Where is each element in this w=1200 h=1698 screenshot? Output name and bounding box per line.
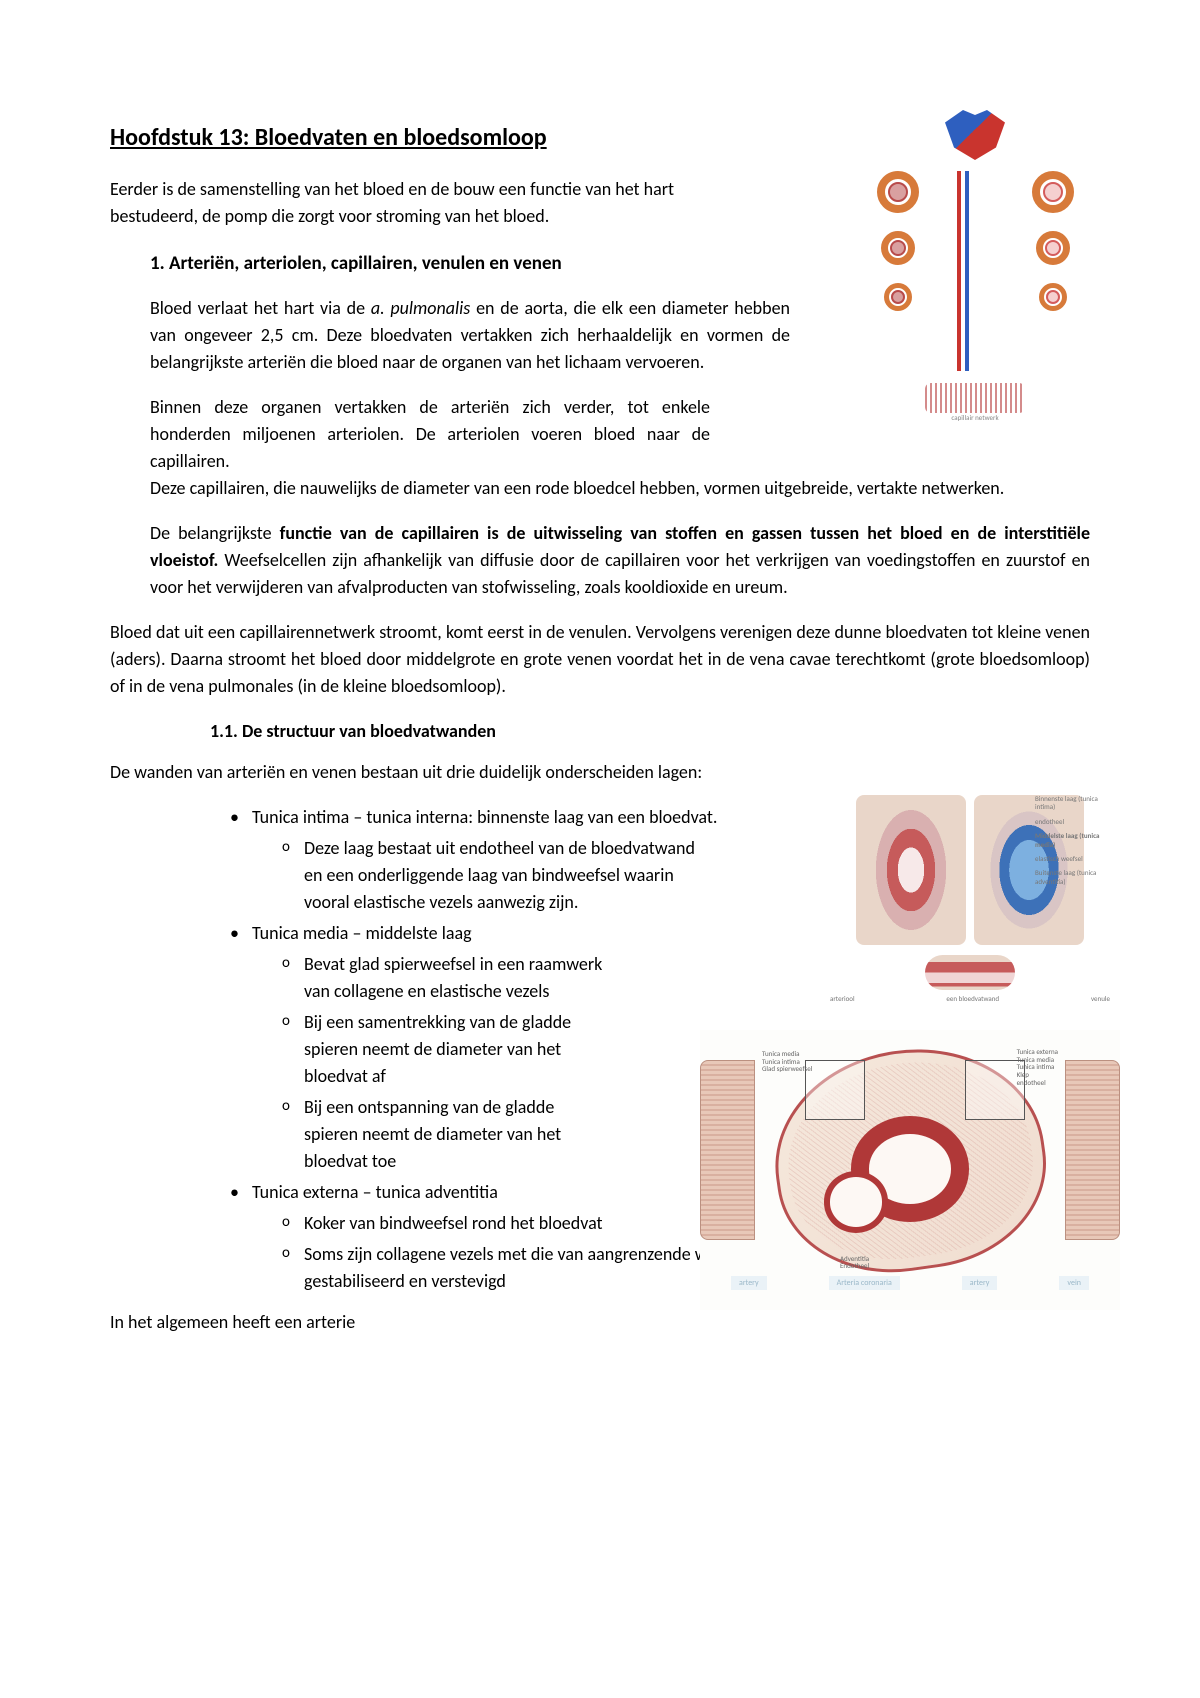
label: Tunica media Tunica intima Glad spierwee… xyxy=(762,1050,812,1073)
section11-intro: De wanden van arteriën en venen bestaan … xyxy=(110,759,750,786)
caption: Arteria coronaria xyxy=(829,1276,900,1290)
sub-list: Deze laag bestaat uit endotheel van de b… xyxy=(282,835,702,916)
text: De belangrijkste xyxy=(150,522,280,544)
label: Binnenste laag (tunica intima) xyxy=(1035,795,1115,812)
section-11-heading: 1.1. De structuur van bloedvatwanden xyxy=(210,718,1090,745)
arteriole-icon xyxy=(884,283,912,311)
medium-vein-icon xyxy=(1036,231,1070,265)
capillary-bed-icon xyxy=(925,383,1025,413)
text: Weefselcellen zijn afhankelijk van diffu… xyxy=(150,549,1090,598)
circulation-diagram: capillair netwerk xyxy=(850,110,1100,420)
section1-p3: De belangrijkste functie van de capillai… xyxy=(150,520,1090,601)
artery-column xyxy=(850,171,945,311)
sub-list: Bevat glad spierweefsel in een raamwerk … xyxy=(282,951,612,1175)
diagram-captions: artery Arteria coronaria artery vein xyxy=(700,1276,1120,1290)
sub-item: Bij een ontspanning van de gladde spiere… xyxy=(282,1094,612,1175)
zoom-box xyxy=(805,1060,865,1120)
label: endotheel xyxy=(1035,818,1115,826)
label: Tunica externa Tunica media Tunica intim… xyxy=(1017,1048,1058,1086)
item-label: Tunica media – middelste laag xyxy=(252,922,472,944)
artery-wall-section xyxy=(700,1060,755,1240)
central-vessels xyxy=(955,171,995,375)
muscular-artery-icon xyxy=(881,231,915,265)
label: Buitenste laag (tunica adventitia) xyxy=(1035,869,1115,886)
section-number: 1. xyxy=(150,252,165,275)
label: Adventitia Endotheel xyxy=(840,1255,869,1270)
label: arteriool xyxy=(830,994,855,1005)
heart-wall xyxy=(775,1050,1045,1270)
heart-icon xyxy=(940,110,1010,165)
elastic-artery-icon xyxy=(877,171,919,213)
artery-vein-diagram: Binnenste laag (tunica intima) endotheel… xyxy=(830,795,1110,1005)
section-title: De structuur van bloedvatwanden xyxy=(242,720,496,742)
layer-labels: Binnenste laag (tunica intima) endotheel… xyxy=(1035,795,1115,892)
item-label: Tunica externa – tunica adventitia xyxy=(252,1181,498,1203)
label: een bloedvatwand xyxy=(946,994,999,1005)
heart-wall-diagram: Tunica media Tunica intima Glad spierwee… xyxy=(700,1030,1120,1310)
section11-closing: In het algemeen heeft een arterie xyxy=(110,1309,1090,1336)
section1-p4: Bloed dat uit een capillairennetwerk str… xyxy=(110,619,1090,700)
item-label: Tunica intima – tunica interna: binnenst… xyxy=(252,806,717,828)
section-number: 1.1. xyxy=(210,720,238,742)
intro-paragraph: Eerder is de samenstelling van het bloed… xyxy=(110,176,750,230)
caption: artery xyxy=(731,1276,767,1290)
section1-p1: Bloed verlaat het hart via de a. pulmona… xyxy=(150,295,790,376)
large-vein-icon xyxy=(1032,171,1074,213)
sub-item: Deze laag bestaat uit endotheel van de b… xyxy=(282,835,702,916)
vein-column xyxy=(1005,171,1100,311)
italic-term: a. pulmonalis xyxy=(371,297,470,319)
text: Bloed verlaat het hart via de xyxy=(150,297,371,319)
label: venule xyxy=(1091,994,1110,1005)
vein-wall-section xyxy=(1065,1060,1120,1240)
arteriole-longitudinal xyxy=(925,955,1015,990)
venule-icon xyxy=(1039,283,1067,311)
caption: artery xyxy=(962,1276,998,1290)
sub-item: Bevat glad spierweefsel in een raamwerk … xyxy=(282,951,612,1005)
caption: vein xyxy=(1059,1276,1089,1290)
artery-cross-section xyxy=(856,795,966,945)
label: Middelste laag (tunica media) xyxy=(1035,832,1115,849)
sub-item: Bij een samentrekking van de gladde spie… xyxy=(282,1009,612,1090)
label: elastisch weefsel xyxy=(1035,855,1115,863)
diagram-caption: capillair netwerk xyxy=(850,413,1100,424)
section-title: Arteriën, arteriolen, capillairen, venul… xyxy=(169,252,562,275)
